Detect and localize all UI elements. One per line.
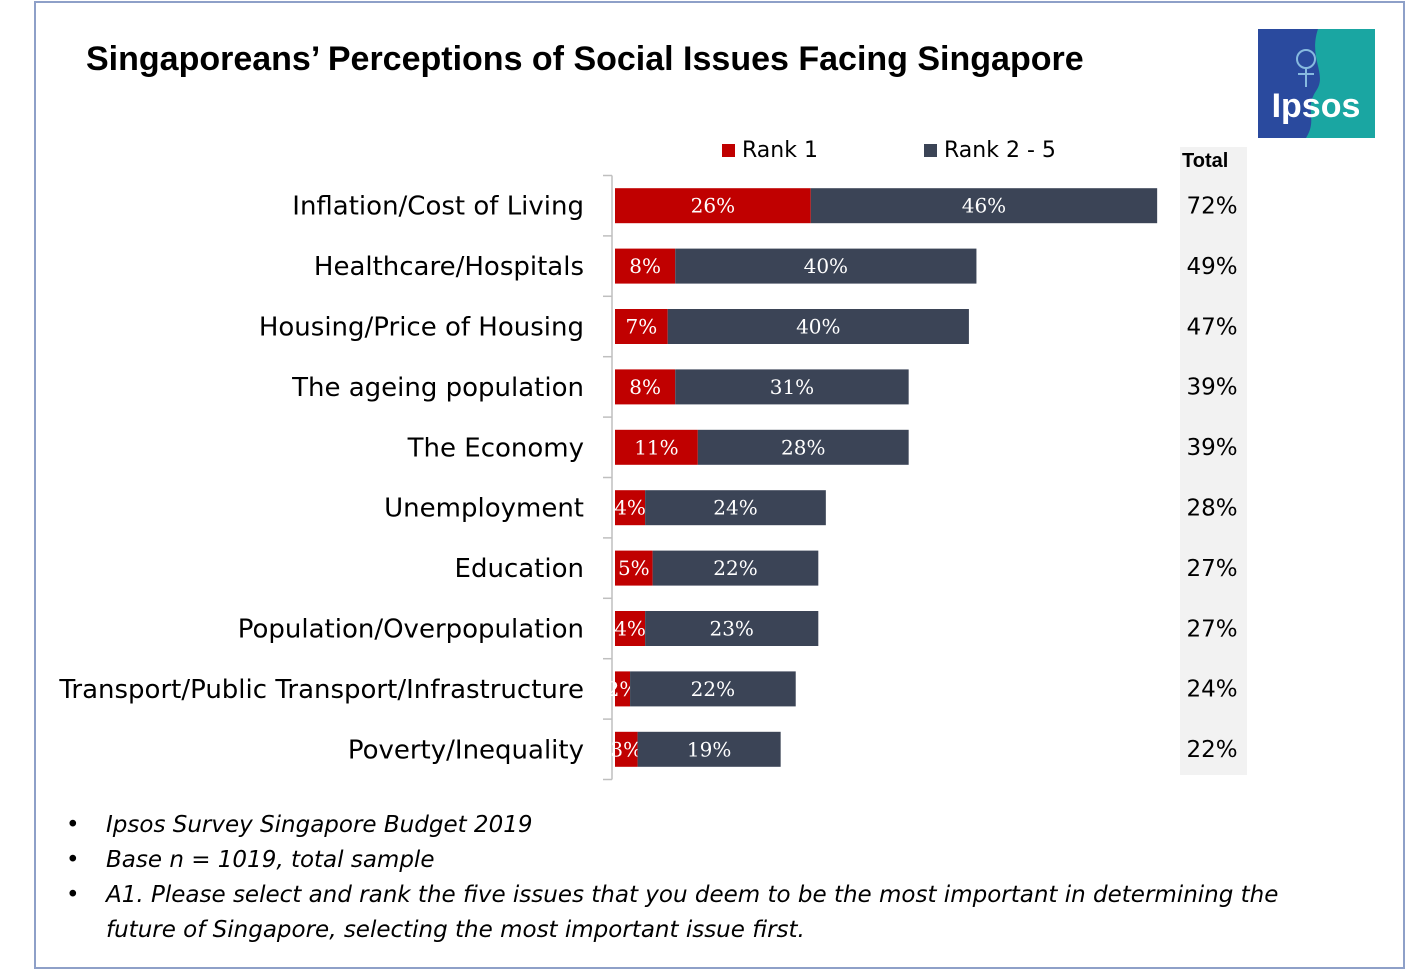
- footer-note-question: A1. Please select and rank the five issu…: [64, 878, 1354, 948]
- page-title: Singaporeans’ Perceptions of Social Issu…: [86, 40, 1084, 78]
- category-label: Inflation/Cost of Living: [292, 192, 584, 222]
- bar-rank-1: [615, 671, 631, 707]
- total-value: 47%: [1186, 314, 1237, 340]
- bar-rank-2-5: [652, 550, 819, 586]
- bar-rank-2-5: [645, 611, 819, 646]
- bar-rank-1: [615, 490, 646, 526]
- bar-rank-1: [615, 429, 698, 465]
- bar-rank-2-5: [667, 309, 969, 344]
- bar-rank-1: [615, 309, 668, 344]
- total-value: 24%: [1186, 677, 1237, 703]
- data-label-rank-1: 8%: [629, 375, 661, 399]
- total-value: 72%: [1186, 194, 1237, 220]
- bar-rank-2-5: [810, 188, 1158, 224]
- data-label-rank-1: 5%: [618, 556, 650, 580]
- slide-frame: [34, 1, 1405, 969]
- total-value: 22%: [1186, 737, 1237, 763]
- category-label: Poverty/Inequality: [348, 735, 584, 765]
- legend-item-rank-2-5: Rank 2 - 5: [924, 137, 1056, 163]
- category-label: Unemployment: [384, 494, 584, 524]
- category-label: The ageing population: [291, 373, 584, 403]
- total-value: 28%: [1186, 496, 1237, 522]
- data-label-rank-2-5: 24%: [713, 496, 757, 520]
- total-value: 39%: [1186, 375, 1237, 401]
- data-label-rank-2-5: 46%: [962, 194, 1006, 218]
- bar-rank-1: [615, 550, 653, 586]
- bar-rank-2-5: [645, 490, 826, 526]
- data-label-rank-2-5: 19%: [687, 737, 731, 761]
- total-value: 27%: [1186, 556, 1237, 582]
- bar-rank-2-5: [675, 248, 977, 284]
- data-label-rank-1: 3%: [610, 737, 642, 761]
- data-label-rank-1: 7%: [625, 315, 657, 339]
- bar-rank-2-5: [697, 429, 909, 465]
- category-label: Education: [455, 554, 584, 584]
- legend-label-rank-1: Rank 1: [742, 137, 818, 163]
- bar-rank-2-5: [675, 369, 909, 405]
- totals-panel: [1180, 147, 1247, 775]
- category-label: Population/Overpopulation: [238, 615, 584, 645]
- data-label-rank-1: 8%: [629, 254, 661, 278]
- total-value: 27%: [1186, 616, 1237, 642]
- data-label-rank-2-5: 40%: [796, 315, 840, 339]
- bar-rank-2-5: [637, 731, 781, 767]
- data-label-rank-2-5: 31%: [770, 375, 814, 399]
- totals-header: Total: [1182, 150, 1229, 172]
- total-value: 39%: [1186, 435, 1237, 461]
- ipsos-logo: Ipsos: [1258, 29, 1375, 138]
- bar-rank-1: [615, 611, 646, 646]
- logo-text: Ipsos: [1272, 87, 1361, 125]
- data-label-rank-2-5: 22%: [713, 556, 757, 580]
- bar-rank-1: [615, 188, 811, 224]
- legend-item-rank-1: Rank 1: [722, 137, 818, 163]
- data-label-rank-1: 11%: [634, 435, 678, 459]
- category-label: Healthcare/Hospitals: [314, 252, 584, 282]
- bar-rank-1: [615, 248, 676, 284]
- data-label-rank-2-5: 23%: [709, 617, 753, 641]
- footer-notes: Ipsos Survey Singapore Budget 2019 Base …: [64, 808, 1354, 948]
- category-label: The Economy: [407, 433, 584, 463]
- total-value: 49%: [1186, 254, 1237, 280]
- bar-rank-2-5: [630, 671, 796, 707]
- bar-rank-1: [615, 369, 676, 405]
- data-label-rank-1: 4%: [614, 617, 646, 641]
- footer-note-base: Base n = 1019, total sample: [64, 843, 1354, 878]
- category-label: Housing/Price of Housing: [259, 313, 584, 343]
- legend-swatch-rank-1: [722, 143, 735, 157]
- footer-note-source: Ipsos Survey Singapore Budget 2019: [64, 808, 1354, 843]
- bar-rank-1: [615, 731, 638, 767]
- legend-label-rank-2-5: Rank 2 - 5: [944, 137, 1056, 163]
- data-label-rank-2-5: 22%: [691, 677, 735, 701]
- data-label-rank-2-5: 40%: [804, 254, 848, 278]
- data-label-rank-1: 26%: [691, 194, 735, 218]
- legend-swatch-rank-2-5: [924, 143, 937, 157]
- data-label-rank-2-5: 28%: [781, 435, 825, 459]
- category-label: Transport/Public Transport/Infrastructur…: [58, 675, 584, 705]
- data-label-rank-1: 4%: [614, 496, 646, 520]
